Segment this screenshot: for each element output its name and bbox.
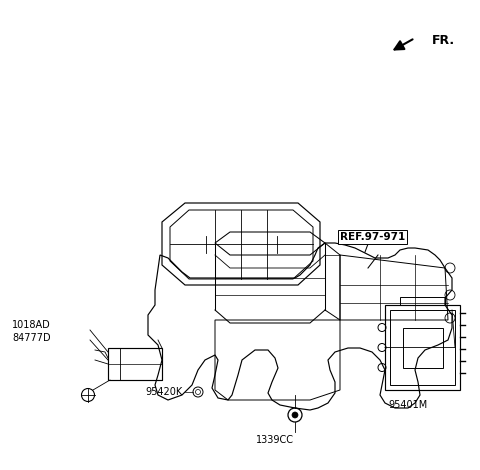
Text: 1018AD: 1018AD — [12, 320, 51, 330]
Text: 95420K: 95420K — [145, 387, 182, 397]
Text: 1339CC: 1339CC — [256, 435, 294, 445]
Circle shape — [292, 412, 298, 418]
Text: 84777D: 84777D — [12, 333, 50, 343]
Text: REF.97-971: REF.97-971 — [340, 232, 405, 242]
Text: 95401M: 95401M — [388, 400, 428, 410]
Text: FR.: FR. — [432, 33, 455, 47]
